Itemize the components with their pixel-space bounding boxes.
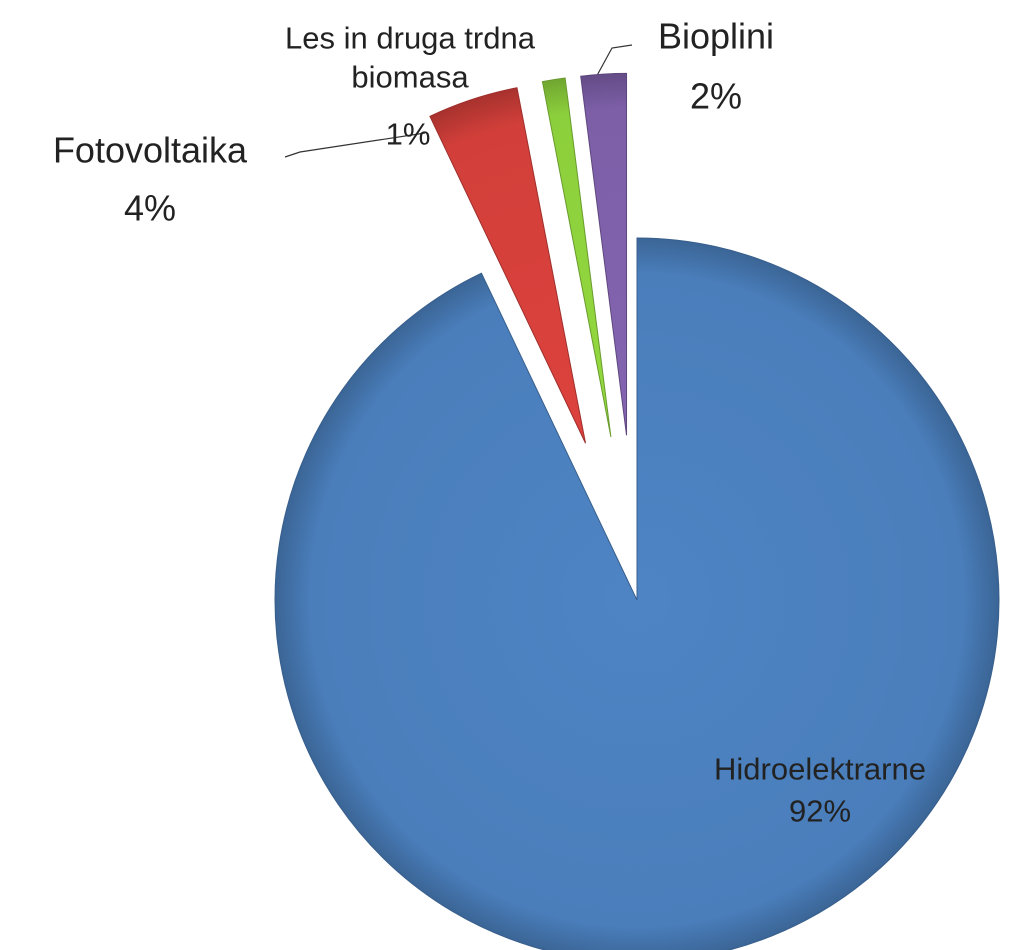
slice-label: Fotovoltaika <box>52 129 248 171</box>
value-label: 92% <box>788 793 852 829</box>
pie-slice <box>274 237 1000 950</box>
leader-line <box>284 132 426 158</box>
slice-label: Hidroelektrarne <box>714 751 926 787</box>
value-label: 4% <box>123 187 177 229</box>
value-label: 1% <box>385 116 431 152</box>
value-label: 2% <box>689 75 743 117</box>
pie-slice <box>541 77 612 438</box>
pie-slice <box>429 87 587 444</box>
slice-label: Les in druga trdna biomasa <box>285 20 535 94</box>
pie-slice <box>580 72 628 436</box>
slice-label: Bioplini <box>657 15 775 57</box>
